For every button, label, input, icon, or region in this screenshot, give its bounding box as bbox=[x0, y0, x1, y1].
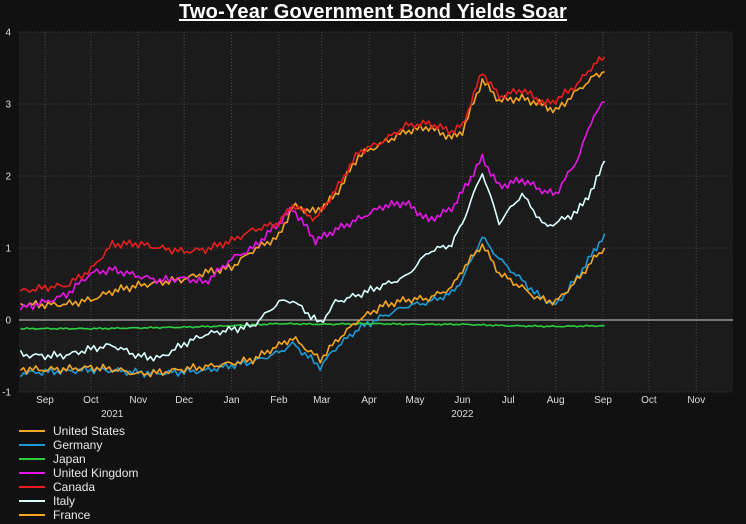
legend-item[interactable]: Germany bbox=[19, 438, 138, 452]
x-year-label: 2021 bbox=[101, 409, 124, 420]
legend-swatch bbox=[19, 472, 45, 474]
legend-item[interactable]: Italy bbox=[19, 494, 138, 508]
plot-area bbox=[19, 32, 733, 392]
y-tick-label: 3 bbox=[5, 100, 11, 111]
legend-label: France bbox=[53, 508, 91, 522]
legend-item[interactable]: France bbox=[19, 508, 138, 522]
x-tick-label: Jan bbox=[223, 395, 239, 406]
legend-item[interactable]: Japan bbox=[19, 452, 138, 466]
series-line-italy bbox=[19, 160, 606, 362]
y-tick-label: -1 bbox=[2, 388, 11, 399]
legend-swatch bbox=[19, 514, 45, 516]
series-line-france bbox=[19, 243, 606, 378]
x-tick-label: Jun bbox=[454, 395, 470, 406]
legend-label: United Kingdom bbox=[53, 466, 139, 480]
legend-item[interactable]: United Kingdom bbox=[19, 466, 138, 480]
x-tick-label: Sep bbox=[36, 395, 54, 406]
legend-swatch bbox=[19, 444, 45, 446]
legend-label: Japan bbox=[53, 452, 86, 466]
x-tick-label: May bbox=[406, 395, 425, 406]
x-tick-label: Nov bbox=[129, 395, 147, 406]
y-tick-label: 4 bbox=[5, 28, 11, 39]
x-tick-label: Oct bbox=[83, 395, 99, 406]
x-tick-label: Oct bbox=[641, 395, 657, 406]
legend-swatch bbox=[19, 458, 45, 460]
x-tick-label: Jul bbox=[502, 395, 515, 406]
series-line-germany bbox=[19, 233, 606, 378]
legend-swatch bbox=[19, 430, 45, 432]
y-tick-label: 0 bbox=[5, 316, 11, 327]
x-tick-label: Nov bbox=[687, 395, 705, 406]
series-line-united-states bbox=[20, 70, 605, 310]
x-tick-label: Sep bbox=[594, 395, 612, 406]
legend: United States Germany Japan United Kingdom C… bbox=[19, 424, 138, 522]
x-tick-label: Feb bbox=[270, 395, 288, 406]
y-tick-label: 2 bbox=[5, 172, 11, 183]
series-line-japan bbox=[20, 322, 605, 331]
x-tick-label: Dec bbox=[175, 395, 193, 406]
y-tick-label: 1 bbox=[5, 244, 11, 255]
legend-swatch bbox=[19, 500, 45, 502]
legend-label: United States bbox=[53, 424, 126, 438]
legend-swatch bbox=[19, 486, 45, 488]
x-tick-label: Mar bbox=[313, 395, 331, 406]
grid-lines bbox=[19, 31, 733, 393]
legend-label: Italy bbox=[53, 494, 76, 508]
legend-label: Canada bbox=[53, 480, 96, 494]
series-lines bbox=[19, 56, 606, 378]
series-line-canada bbox=[20, 56, 606, 293]
legend-label: Germany bbox=[53, 438, 103, 452]
axis-labels: Sep Oct Nov Dec Jan Feb Mar Apr May Jun Jul Aug Sep O… bbox=[2, 28, 705, 421]
legend-item[interactable]: United States bbox=[19, 424, 138, 438]
series-line-united-kingdom bbox=[19, 101, 605, 311]
chart-title: Two-Year Government Bond Yields Soar bbox=[178, 1, 568, 23]
x-tick-label: Aug bbox=[547, 395, 565, 406]
x-year-label: 2022 bbox=[451, 409, 474, 420]
x-tick-label: Apr bbox=[361, 395, 377, 406]
legend-item[interactable]: Canada bbox=[19, 480, 138, 494]
